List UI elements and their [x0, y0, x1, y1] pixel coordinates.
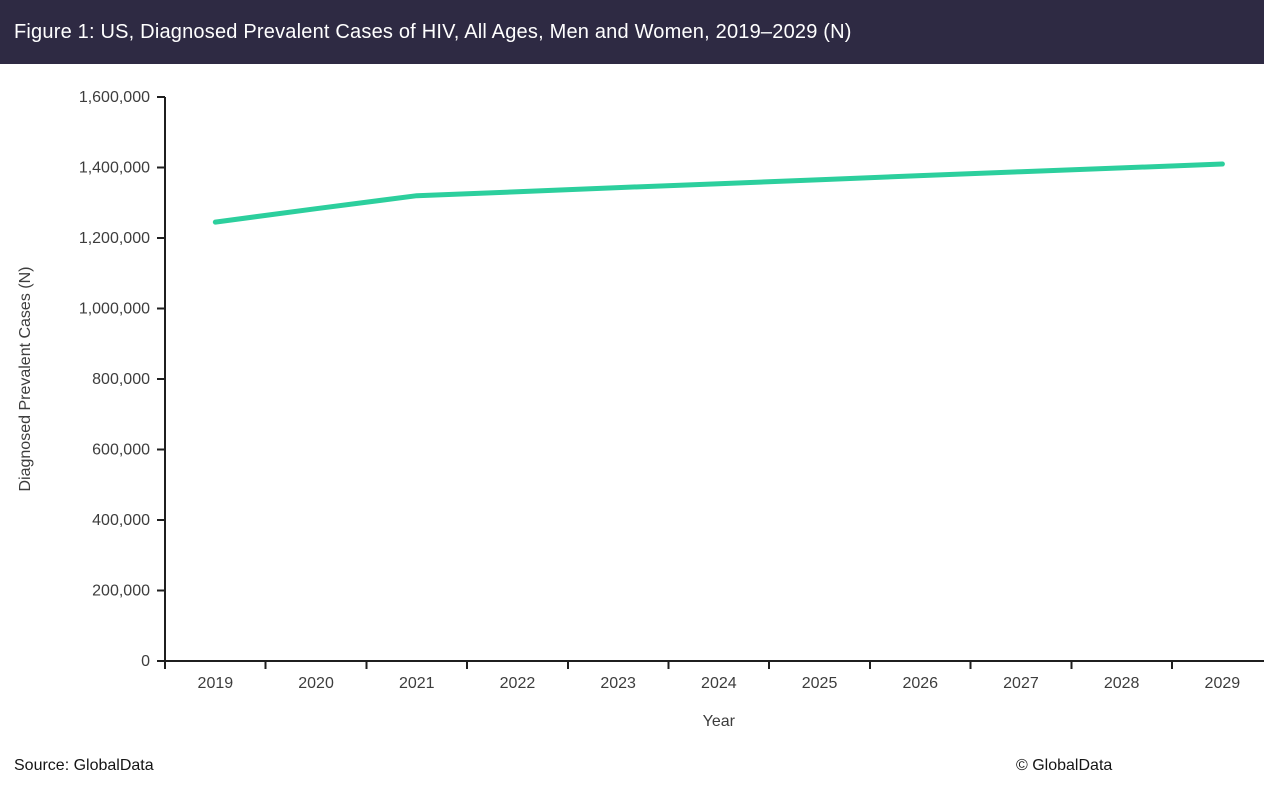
y-tick-label: 400,000	[92, 512, 150, 529]
x-tick-label: 2019	[198, 675, 234, 692]
y-axis-title: Diagnosed Prevalent Cases (N)	[17, 267, 34, 492]
y-tick-label: 0	[141, 653, 150, 670]
hiv-prevalent-cases-line-chart: 0 200,000 400,000 600,000 800,000 1,000,000 1,…	[17, 89, 1264, 730]
y-axis: 0 200,000 400,000 600,000 800,000 1,000,000 1,…	[17, 89, 166, 670]
series-line	[212, 161, 1225, 225]
x-tick-label: 2022	[500, 675, 536, 692]
x-axis: 2019 2020 2021 2022 2023 2024 2025 2026 2027 2028…	[164, 660, 1264, 730]
x-tick-label: 2026	[902, 675, 938, 692]
figure-title-bar: Figure 1: US, Diagnosed Prevalent Cases …	[0, 0, 1264, 64]
x-tick-label: 2020	[298, 675, 334, 692]
y-tick-label: 1,200,000	[79, 230, 150, 247]
y-tick-label: 1,600,000	[79, 89, 150, 106]
x-tick-label: 2027	[1003, 675, 1039, 692]
x-tick-label: 2024	[701, 675, 737, 692]
y-tick-label: 800,000	[92, 371, 150, 388]
x-tick-label: 2025	[802, 675, 838, 692]
x-tick-label: 2029	[1205, 675, 1241, 692]
copyright-note: © GlobalData	[1016, 757, 1113, 774]
x-tick-label: 2023	[600, 675, 636, 692]
x-tick-label: 2021	[399, 675, 435, 692]
figure-footer: Source: GlobalData © GlobalData	[0, 755, 1264, 785]
source-note: Source: GlobalData	[14, 757, 154, 774]
chart-area: 0 200,000 400,000 600,000 800,000 1,000,000 1,…	[0, 64, 1264, 746]
figure-title: Figure 1: US, Diagnosed Prevalent Cases …	[14, 20, 852, 43]
x-tick-label: 2028	[1104, 675, 1140, 692]
x-axis-title: Year	[703, 713, 736, 730]
y-tick-label: 1,000,000	[79, 301, 150, 318]
y-tick-label: 200,000	[92, 583, 150, 600]
y-tick-label: 600,000	[92, 442, 150, 459]
y-tick-label: 1,400,000	[79, 160, 150, 177]
